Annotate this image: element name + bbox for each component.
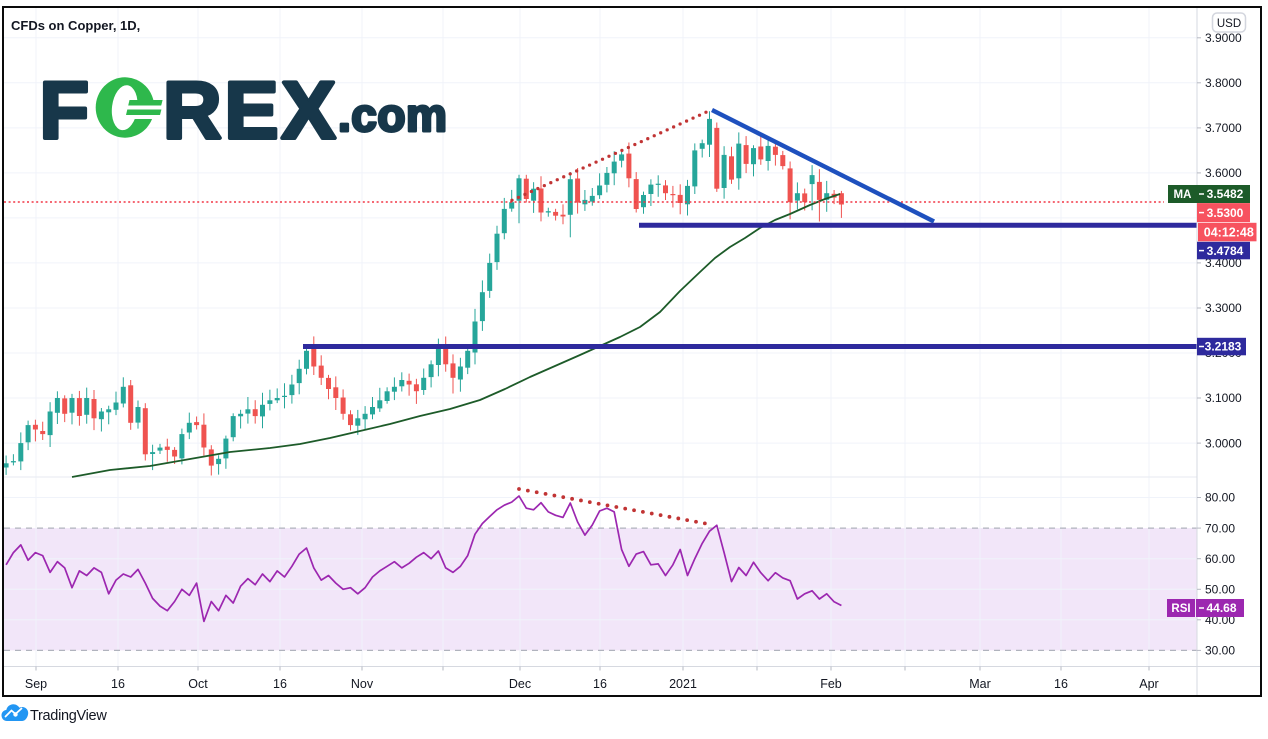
svg-text:3.4000: 3.4000 xyxy=(1205,256,1242,270)
svg-text:3.4784: 3.4784 xyxy=(1207,244,1244,258)
svg-text:16: 16 xyxy=(111,677,125,691)
svg-text:16: 16 xyxy=(273,677,287,691)
svg-text:.com: .com xyxy=(338,89,447,141)
svg-text:Apr: Apr xyxy=(1139,677,1158,691)
svg-text:Nov: Nov xyxy=(351,677,374,691)
svg-text:3.5482: 3.5482 xyxy=(1207,187,1244,201)
svg-text:Feb: Feb xyxy=(820,677,842,691)
svg-text:3.0000: 3.0000 xyxy=(1205,436,1242,450)
svg-text:50.00: 50.00 xyxy=(1205,583,1235,597)
svg-text:F: F xyxy=(40,66,89,156)
svg-text:Mar: Mar xyxy=(969,677,991,691)
svg-text:Sep: Sep xyxy=(25,677,47,691)
svg-text:30.00: 30.00 xyxy=(1205,644,1235,658)
svg-text:USD: USD xyxy=(1217,18,1241,30)
svg-text:3.3000: 3.3000 xyxy=(1205,301,1242,315)
svg-text:RSI: RSI xyxy=(1171,603,1190,615)
svg-text:3.1000: 3.1000 xyxy=(1205,391,1242,405)
svg-text:04:12:48: 04:12:48 xyxy=(1204,225,1254,239)
svg-text:70.00: 70.00 xyxy=(1205,521,1235,535)
svg-text:3.8000: 3.8000 xyxy=(1205,76,1242,90)
svg-text:16: 16 xyxy=(1054,677,1068,691)
svg-text:44.68: 44.68 xyxy=(1206,601,1236,615)
svg-text:3.6000: 3.6000 xyxy=(1205,166,1242,180)
svg-text:3.5300: 3.5300 xyxy=(1207,206,1244,220)
svg-text:16: 16 xyxy=(593,677,607,691)
svg-text:3.7000: 3.7000 xyxy=(1205,121,1242,135)
svg-text:Oct: Oct xyxy=(188,677,208,691)
svg-text:60.00: 60.00 xyxy=(1205,552,1235,566)
svg-text:3.9000: 3.9000 xyxy=(1205,31,1242,45)
svg-text:3.2183: 3.2183 xyxy=(1205,340,1242,354)
svg-text:REX: REX xyxy=(163,66,339,156)
svg-text:MA: MA xyxy=(1174,189,1192,201)
svg-text:2021: 2021 xyxy=(669,677,697,691)
svg-text:80.00: 80.00 xyxy=(1205,491,1235,505)
svg-text:Dec: Dec xyxy=(509,677,531,691)
svg-text:CFDs on Copper, 1D,: CFDs on Copper, 1D, xyxy=(11,18,140,33)
svg-text:TradingView: TradingView xyxy=(30,708,107,724)
